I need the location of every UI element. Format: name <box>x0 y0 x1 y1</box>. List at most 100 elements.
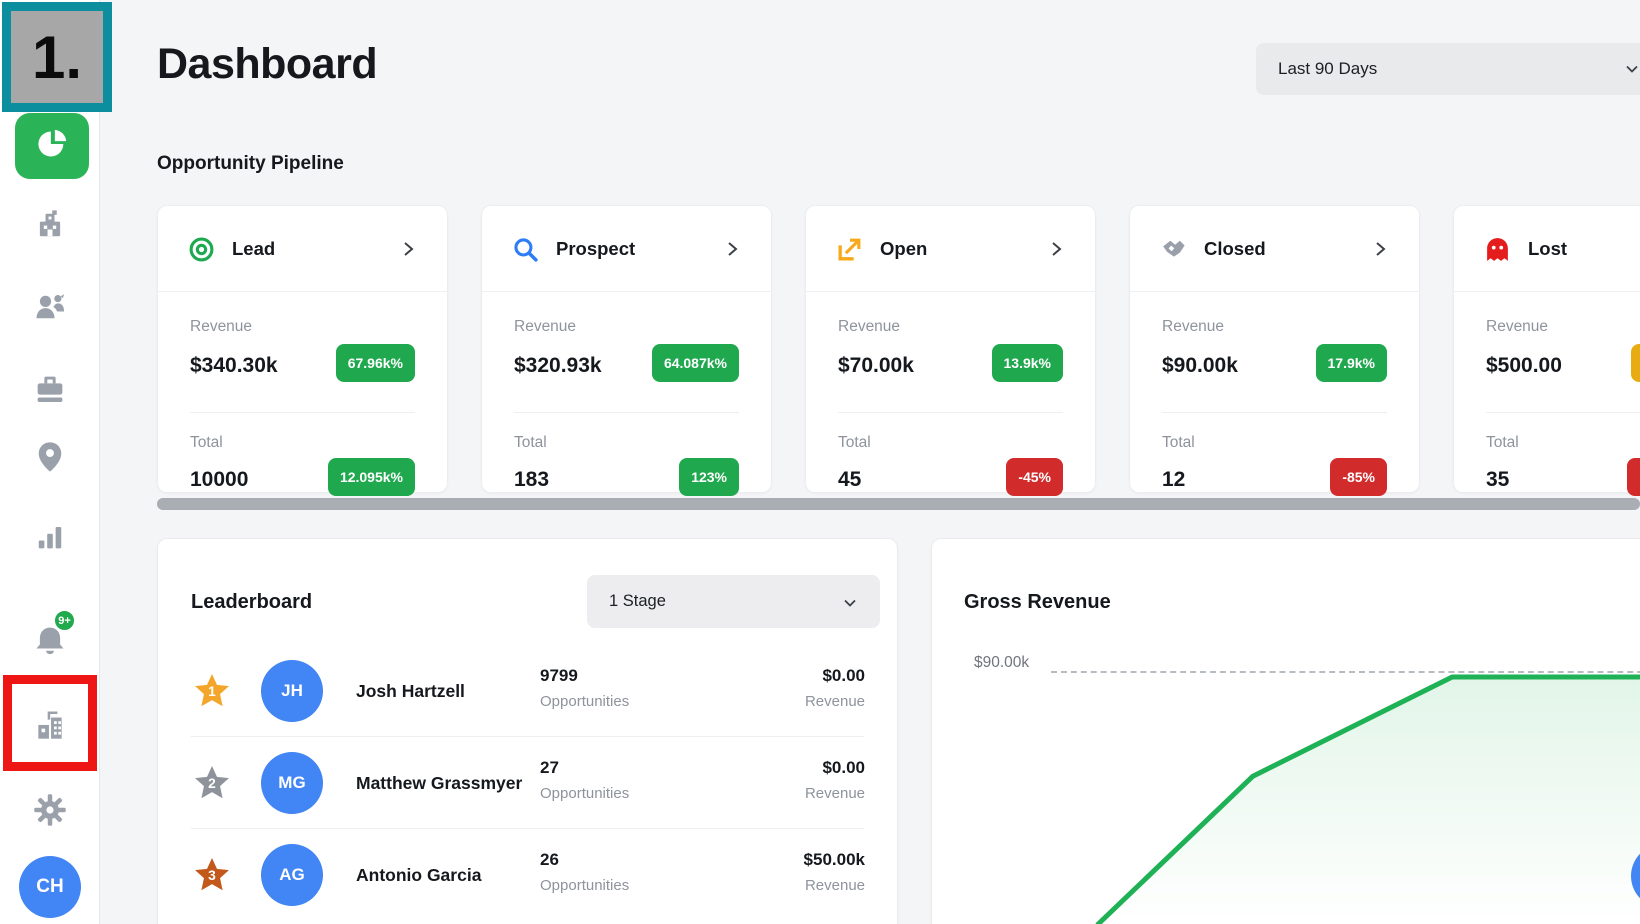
rep-name: Antonio Garcia <box>356 865 482 885</box>
card-label: Lead <box>232 238 276 259</box>
stage-filter-value: 1 Stage <box>609 592 666 610</box>
floating-action-button[interactable] <box>1631 844 1640 908</box>
pipeline-section-title: Opportunity Pipeline <box>157 153 344 174</box>
pipeline-card-prospect: Prospect Revenue $320.93k 64.087k% Total… <box>481 205 772 496</box>
sidebar-item-notifications[interactable] <box>32 624 68 660</box>
svg-text:1: 1 <box>208 684 216 699</box>
chevron-right-icon[interactable] <box>1373 240 1387 263</box>
rank-star-icon: 1 <box>194 673 230 709</box>
revenue-label: Revenue <box>190 318 253 335</box>
bar-chart-icon <box>32 518 68 559</box>
svg-text:2: 2 <box>208 776 216 791</box>
sidebar-item-territories[interactable] <box>32 441 68 477</box>
revenue-value: $500.00 <box>1486 354 1562 377</box>
total-value: 183 <box>514 468 550 491</box>
divider <box>191 828 864 829</box>
card-header[interactable]: Closed <box>1130 206 1419 292</box>
card-header[interactable]: Open <box>806 206 1095 292</box>
revenue-amount: $50.00k <box>803 850 865 869</box>
briefcase-icon <box>32 371 68 412</box>
bell-icon <box>32 622 68 663</box>
revenue-label: Revenue <box>514 318 577 335</box>
total-label: Total <box>1486 434 1519 451</box>
divider <box>1162 412 1387 413</box>
sidebar-item-reports[interactable] <box>32 520 68 556</box>
sidebar-item-contacts[interactable] <box>32 291 68 327</box>
ghost-icon <box>1484 236 1511 263</box>
handshake-icon <box>1160 236 1187 263</box>
horizontal-scrollbar[interactable] <box>157 498 1640 510</box>
som-marker-1: 1. <box>2 2 112 112</box>
revenue-amount: $0.00 <box>822 758 865 777</box>
card-label: Lost <box>1528 238 1568 259</box>
chart-area-fill <box>1098 677 1640 924</box>
chevron-right-icon[interactable] <box>401 240 415 263</box>
card-header[interactable]: Prospect <box>482 206 771 292</box>
total-badge: -45% <box>1006 458 1063 496</box>
divider <box>1486 412 1640 413</box>
leaderboard-row[interactable]: 1 JH Josh Hartzell 9799 Opportunities $0… <box>158 645 897 737</box>
card-header[interactable]: Lead <box>158 206 447 292</box>
y-axis-tick-label: $90.00k <box>974 654 1030 671</box>
date-range-select[interactable]: Last 90 Days <box>1256 43 1640 95</box>
total-badge: 123% <box>679 458 739 496</box>
revenue-value: $320.93k <box>514 354 602 377</box>
dashed-gridline <box>1051 671 1640 673</box>
sidebar-item-accounts[interactable] <box>32 209 68 245</box>
sidebar: 9+ <box>0 0 100 924</box>
leaderboard-row[interactable]: 3 AG Antonio Garcia 26 Opportunities $50… <box>158 829 897 921</box>
page-title: Dashboard <box>157 40 378 88</box>
total-label: Total <box>1162 434 1195 451</box>
revenue-badge <box>1631 344 1640 382</box>
revenue-value: $90.00k <box>1162 354 1238 377</box>
leaderboard-row[interactable]: 2 MG Matthew Grassmyer 27 Opportunities … <box>158 737 897 829</box>
total-label: Total <box>190 434 223 451</box>
rank-star-icon: 3 <box>194 857 230 893</box>
pie-chart-icon <box>35 127 69 166</box>
company-buildings-icon <box>32 708 68 749</box>
revenue-value: $70.00k <box>838 354 914 377</box>
chevron-right-icon[interactable] <box>725 240 739 263</box>
total-value: 35 <box>1486 468 1510 491</box>
user-avatar[interactable]: CH <box>19 856 81 918</box>
rank-star-icon: 2 <box>194 765 230 801</box>
pipeline-card-lead: Lead Revenue $340.30k 67.96k% Total 1000… <box>157 205 448 496</box>
revenue-badge: 13.9k% <box>991 344 1063 382</box>
sidebar-item-dashboard[interactable] <box>15 113 89 179</box>
rep-name: Matthew Grassmyer <box>356 773 523 793</box>
total-badge: -85% <box>1330 458 1387 496</box>
gross-revenue-chart <box>1095 674 1640 924</box>
card-label: Closed <box>1204 238 1266 259</box>
sidebar-item-opportunities[interactable] <box>32 373 68 409</box>
leaderboard-title: Leaderboard <box>191 591 313 613</box>
red-box-annotation <box>3 675 97 771</box>
arrow-out-icon <box>836 236 863 263</box>
total-value: 45 <box>838 468 862 491</box>
revenue-label: Revenue <box>804 693 865 710</box>
revenue-value: $340.30k <box>190 354 278 377</box>
rep-name: Josh Hartzell <box>356 681 465 701</box>
sidebar-item-settings[interactable] <box>32 793 68 830</box>
pipeline-card-lost: Lost Revenue $500.00 Total 35 <box>1453 205 1640 496</box>
contacts-icon <box>32 289 68 330</box>
chart-line <box>1095 674 1640 924</box>
target-icon <box>188 236 215 263</box>
opportunities-count: 27 <box>540 758 559 777</box>
divider <box>191 736 864 737</box>
stage-filter-select[interactable]: 1 Stage <box>587 575 880 628</box>
revenue-label: Revenue <box>1162 318 1225 335</box>
leaderboard-panel: Leaderboard 1 Stage 1 JH Josh Hartzell 9… <box>157 538 898 924</box>
opportunities-label: Opportunities <box>540 785 630 802</box>
pipeline-card-open: Open Revenue $70.00k 13.9k% Total 45 -45… <box>805 205 1096 496</box>
sidebar-item-companies[interactable] <box>32 710 68 746</box>
magnifier-icon <box>512 236 539 263</box>
notification-badge: 9+ <box>53 609 76 632</box>
total-badge <box>1627 458 1640 496</box>
gross-revenue-panel: Gross Revenue $90.00k <box>931 538 1640 924</box>
revenue-label: Revenue <box>804 877 865 894</box>
total-badge: 12.095k% <box>327 458 415 496</box>
chevron-right-icon[interactable] <box>1049 240 1063 263</box>
card-header[interactable]: Lost <box>1454 206 1640 292</box>
avatar: MG <box>261 752 323 814</box>
chevron-down-icon <box>842 595 858 616</box>
